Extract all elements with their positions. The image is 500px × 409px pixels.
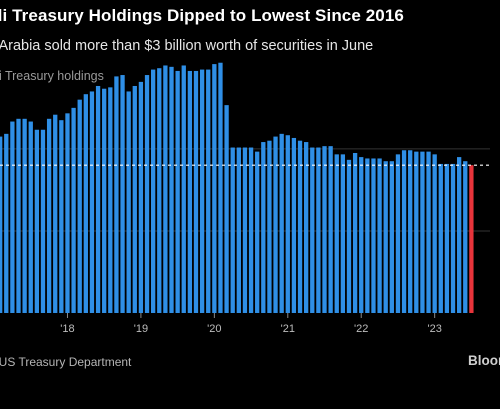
bar-2021-05 [316,147,321,313]
bar-2019-12 [212,64,217,314]
bar-2022-03 [377,158,382,313]
bar-2023-04 [457,157,462,313]
bar-2019-07 [181,65,186,313]
bar-2017-10 [53,114,58,314]
x-tick-label: '18 [60,323,74,335]
bar-2017-07 [34,129,40,313]
bar-2022-11 [426,151,431,313]
bar-2018-04 [89,91,95,313]
bar-2022-07 [401,150,407,313]
bar-2020-09 [267,140,272,313]
bar-2018-07 [108,87,113,313]
bar-2021-07 [328,146,333,313]
bar-2018-10 [126,91,131,313]
bar-2019-03 [157,68,162,313]
bars [0,62,474,314]
bar-2019-05 [169,66,174,314]
bar-2018-06 [102,88,107,313]
bar-2020-12 [285,135,290,313]
bar-2020-07 [255,151,260,313]
bar-2018-09 [120,75,125,313]
source-note: : US Treasury Department [0,355,132,369]
bar-2020-03 [230,147,235,313]
bar-2020-10 [273,136,278,313]
bar-2020-05 [242,147,248,313]
bar-2020-02 [224,105,229,313]
bar-2018-01 [71,107,76,313]
bar-2017-08 [40,129,46,313]
x-axis: '18 '19 '20 '21 '22 '23 [60,313,442,335]
bar-2021-11 [352,152,358,313]
bar-2023-06 [469,165,474,313]
bar-2020-08 [261,142,266,313]
bar-2022-09 [414,151,419,313]
bar-2020-04 [236,147,241,313]
bar-2021-04 [310,147,315,313]
bar-2019-11 [206,69,211,314]
x-tick-label: '23 [427,323,441,335]
bar-2020-01 [218,62,223,313]
bar-2022-12 [432,154,437,313]
x-tick-label: '19 [134,323,148,335]
bar-2021-08 [334,154,339,313]
bar-2017-04 [16,118,21,313]
x-tick-label: '22 [354,323,368,335]
bar-2018-03 [83,94,88,314]
bar-2018-08 [114,76,119,313]
bar-2019-04 [163,65,168,313]
bar-2019-02 [151,69,156,314]
bar-2022-04 [383,161,388,313]
bar-2017-11 [59,120,64,313]
bar-2020-11 [279,133,284,313]
chart-title: di Treasury Holdings Dipped to Lowest Si… [0,6,404,25]
bar-2022-01 [365,158,370,313]
chart-subtitle: i Arabia sold more than $3 billion worth… [0,38,374,54]
bar-2019-10 [199,69,205,314]
series-label: di Treasury holdings [0,69,104,83]
bar-2017-03 [10,121,15,313]
bar-2017-09 [46,118,52,313]
bar-2017-02 [4,133,9,313]
bar-2022-10 [420,151,425,313]
bar-2021-09 [340,154,346,313]
bar-2021-01 [291,137,297,313]
x-tick-label: '20 [207,323,221,335]
bar-2018-12 [138,81,144,314]
bar-2022-02 [371,158,376,313]
bar-2019-09 [193,70,199,313]
bar-2023-05 [463,161,468,313]
bar-2018-11 [132,85,137,313]
bar-2021-03 [304,142,309,313]
bar-2022-08 [408,150,413,313]
x-tick-label: '21 [281,323,295,335]
bar-2018-02 [77,99,82,314]
bar-2021-12 [359,157,364,313]
bar-2019-08 [187,70,193,313]
brand-logo: Bloom [468,353,500,368]
bar-2019-01 [144,75,150,313]
bar-2021-10 [346,159,352,313]
bar-2022-06 [395,154,401,313]
bar-2017-01 [0,136,3,313]
bar-2019-06 [175,70,180,313]
bar-2018-05 [95,85,101,313]
bar-2017-05 [22,118,27,313]
bar-2022-05 [389,161,394,313]
bar-2021-02 [297,140,303,313]
bar-2017-06 [28,121,33,313]
bar-2020-06 [248,147,254,313]
bar-2023-01 [438,163,443,313]
bar-2017-12 [65,113,70,313]
bar-2023-03 [450,163,456,313]
bar-2021-06 [322,146,327,313]
bar-2023-02 [444,163,450,313]
